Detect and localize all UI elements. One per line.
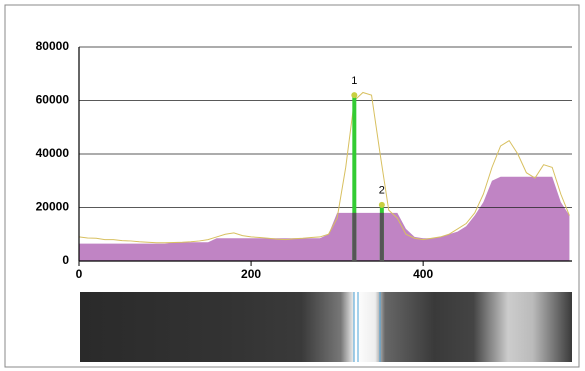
area [79,177,569,261]
peak-marker [351,92,357,98]
peak-base [380,213,384,261]
peak-label: 2 [379,185,385,197]
peak-label: 1 [351,75,357,87]
y-tick-label: 60000 [36,93,70,107]
y-tick-label: 20000 [36,200,70,214]
y-tick-label: 0 [62,253,69,267]
y-tick-label: 40000 [36,146,70,160]
peak-base [352,213,356,261]
y-tick-label: 80000 [36,39,70,53]
image-strip [80,292,572,362]
chart: 0 20000 40000 60000 80000 0 200 400 1 2 [0,0,585,371]
x-tick-label: 400 [413,267,433,281]
peak-marker [379,202,385,208]
x-tick-label: 200 [241,267,261,281]
x-tick-label: 0 [76,267,83,281]
